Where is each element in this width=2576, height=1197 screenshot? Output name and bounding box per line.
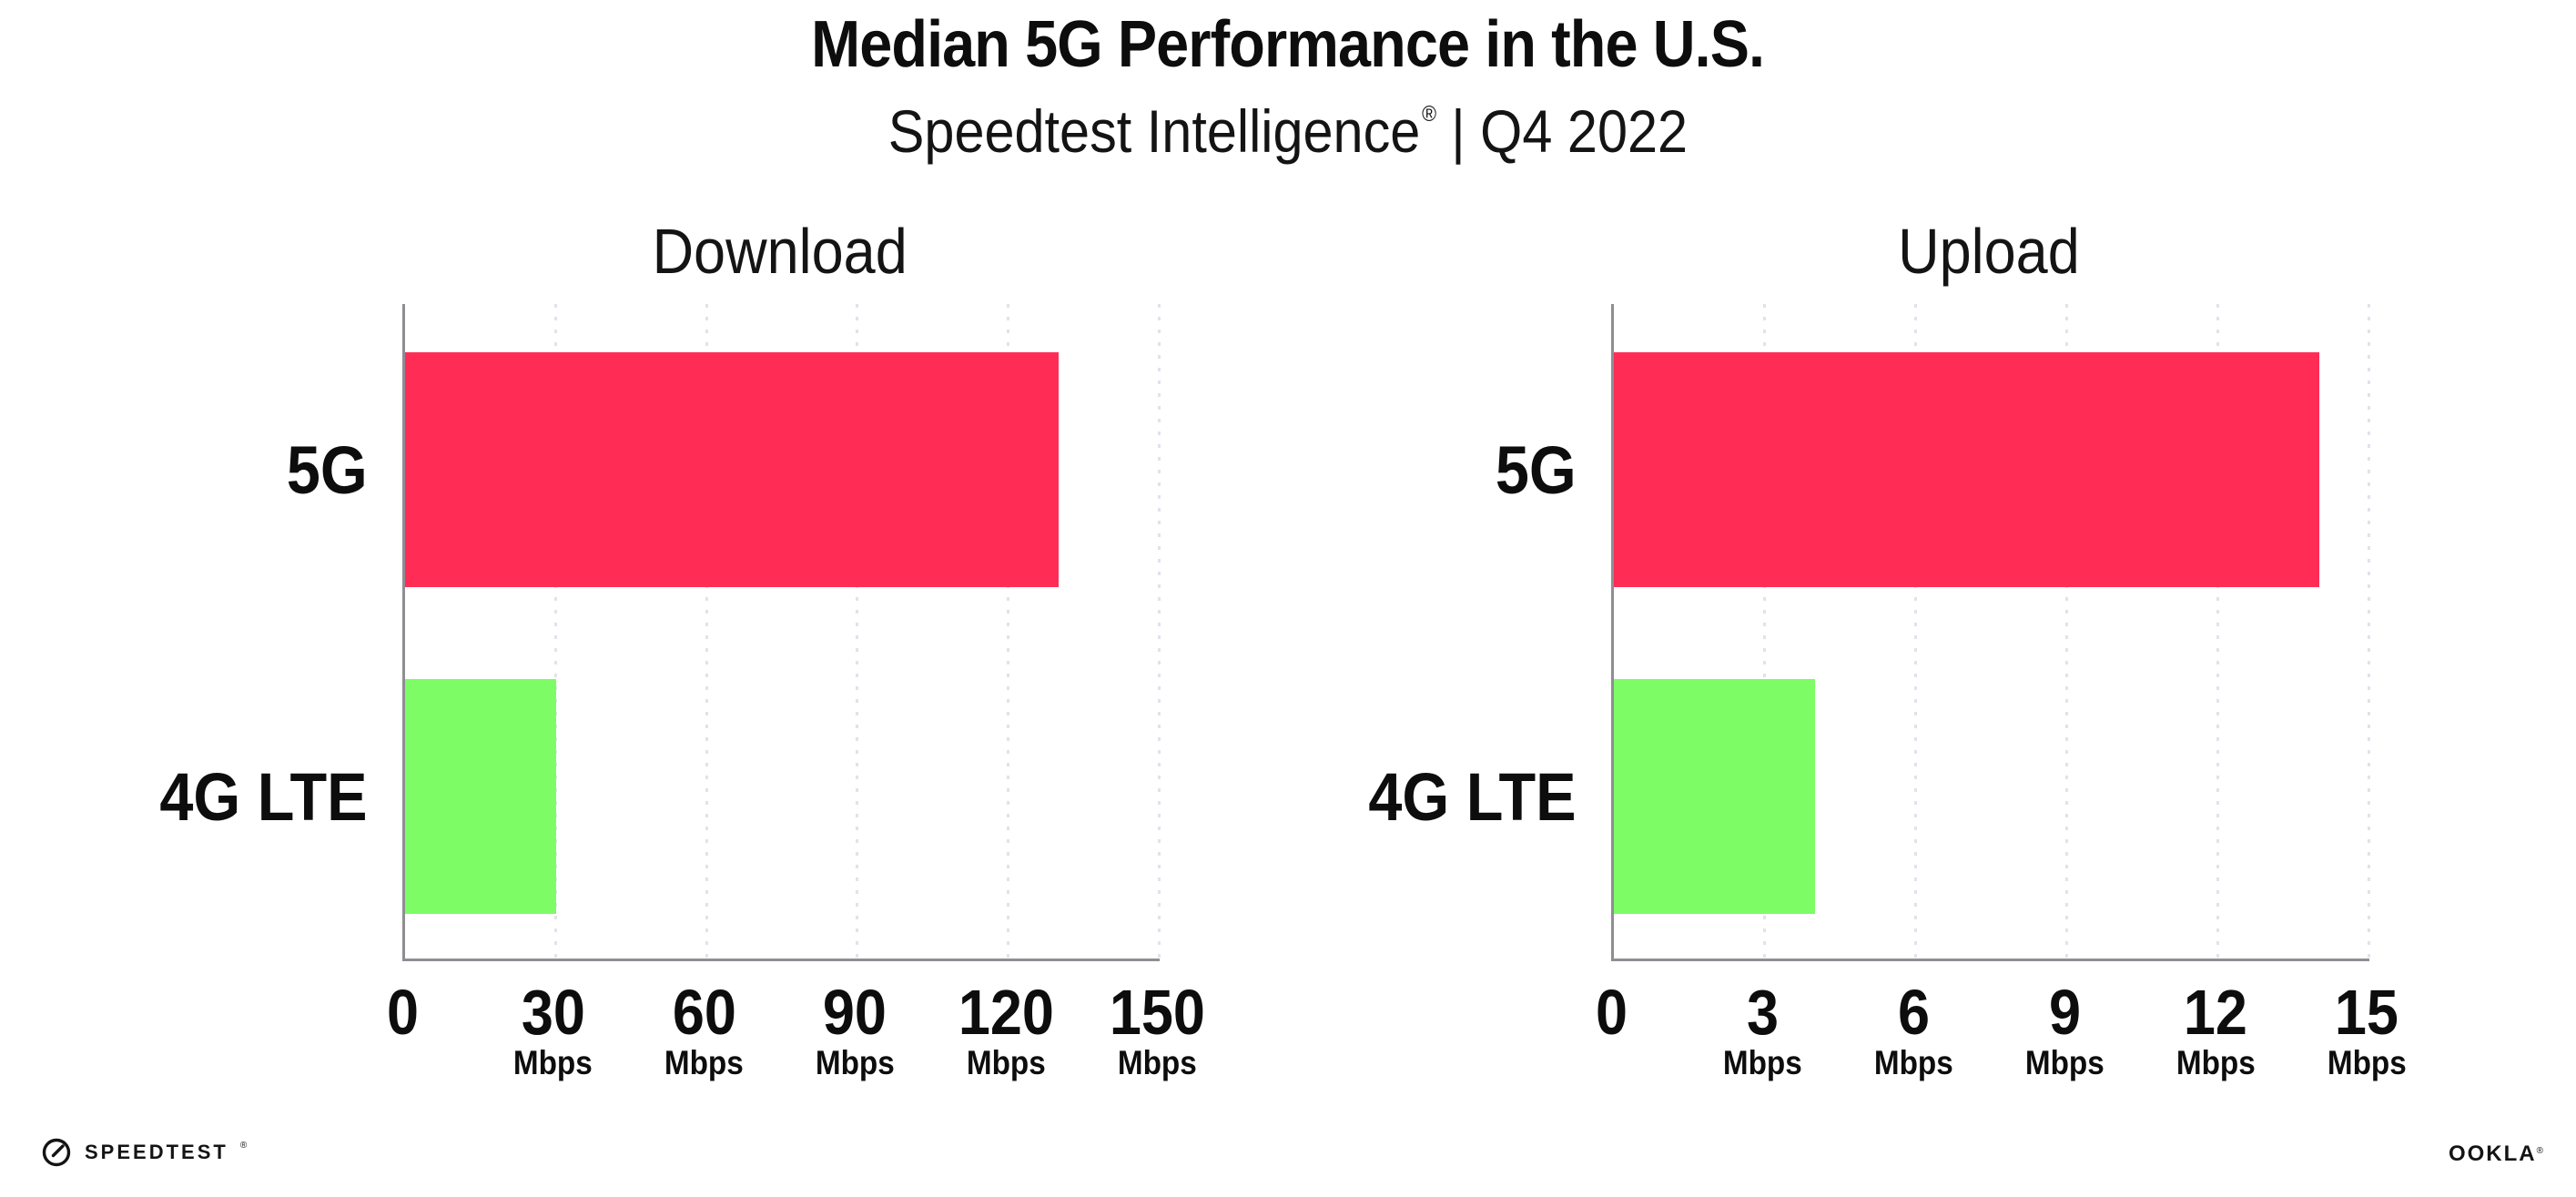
x-tick-unit-text: Mbps	[2175, 1044, 2256, 1081]
x-tick-label: 15	[2267, 976, 2467, 1049]
page-title-text: Median 5G Performance in the U.S.	[811, 8, 1766, 81]
category-label-text: 4G LTE	[159, 758, 368, 835]
ookla-wordmark: OOKLA	[2448, 1141, 2537, 1166]
gridline	[705, 304, 708, 959]
category-label-text: 5G	[287, 431, 368, 508]
ookla-logo: OOKLA®	[2449, 1141, 2545, 1167]
x-tick-unit-text: Mbps	[815, 1044, 895, 1081]
x-tick-unit: Mbps	[453, 1044, 654, 1082]
gridline	[1763, 304, 1766, 959]
x-tick-unit: Mbps	[906, 1044, 1106, 1082]
category-label-5g: 5G	[0, 352, 368, 587]
gridline	[1007, 304, 1010, 959]
x-tick-value: 3	[1746, 977, 1779, 1048]
x-tick-label: 150	[1057, 976, 1257, 1049]
x-tick-unit: Mbps	[1662, 1044, 1862, 1082]
x-tick-label: 0	[1511, 976, 1711, 1049]
category-label-text: 4G LTE	[1368, 758, 1577, 835]
gridline	[553, 304, 557, 959]
x-tick-unit-text: Mbps	[966, 1044, 1046, 1081]
x-tick-label: 9	[1964, 976, 2165, 1049]
gridline	[856, 304, 859, 959]
chart-title-text: Upload	[1898, 216, 2080, 287]
x-tick-unit: Mbps	[755, 1044, 955, 1082]
bar-4g-lte	[405, 679, 556, 914]
subtitle-brand: Speedtest Intelligence	[887, 97, 1421, 165]
gridline	[2368, 304, 2370, 959]
x-tick-label: 30	[453, 976, 654, 1049]
x-tick-value: 60	[672, 977, 736, 1048]
speedtest-gauge-icon	[42, 1138, 71, 1167]
x-tick-unit-text: Mbps	[1117, 1044, 1197, 1081]
speedtest-registered-mark: ®	[239, 1140, 248, 1151]
category-label-5g: 5G	[0, 352, 1577, 587]
x-tick-unit-text: Mbps	[1873, 1044, 1953, 1081]
x-tick-value: 150	[1109, 977, 1205, 1048]
chart-title-text: Download	[652, 216, 908, 287]
x-tick-unit: Mbps	[1813, 1044, 2013, 1082]
bar-4g-lte	[1614, 679, 1816, 914]
x-tick-unit: Mbps	[2267, 1044, 2467, 1082]
x-tick-value: 30	[521, 977, 585, 1048]
x-tick-unit: Mbps	[1057, 1044, 1257, 1082]
chart-title-upload: Upload	[1611, 215, 2367, 288]
x-tick-unit: Mbps	[2115, 1044, 2316, 1082]
x-tick-unit-text: Mbps	[1722, 1044, 1802, 1081]
gridline	[2216, 304, 2219, 959]
x-tick-value: 0	[386, 977, 419, 1048]
bar-5g	[1614, 352, 2319, 587]
category-label-text: 5G	[1496, 431, 1577, 508]
x-tick-value: 15	[2334, 977, 2399, 1048]
category-label-4g-lte: 4G LTE	[0, 679, 1577, 914]
x-tick-unit: Mbps	[604, 1044, 805, 1082]
x-tick-value: 9	[2048, 977, 2081, 1048]
x-tick-value: 0	[1595, 977, 1628, 1048]
x-tick-value: 6	[1897, 977, 1930, 1048]
category-label-4g-lte: 4G LTE	[0, 679, 368, 914]
x-tick-value: 120	[958, 977, 1054, 1048]
ookla-registered-mark: ®	[2536, 1146, 2545, 1156]
registered-mark: ®	[1422, 102, 1437, 127]
plot-area-download	[402, 304, 1161, 961]
chart-title-download: Download	[402, 215, 1157, 288]
x-tick-label: 12	[2115, 976, 2316, 1049]
x-tick-unit-text: Mbps	[2024, 1044, 2104, 1081]
speedtest-wordmark: SPEEDTEST	[85, 1141, 228, 1163]
gridline	[1914, 304, 1917, 959]
x-tick-label: 6	[1813, 976, 2013, 1049]
x-tick-value: 12	[2183, 977, 2248, 1048]
gridline	[1158, 304, 1161, 959]
bar-5g	[405, 352, 1060, 587]
x-tick-label: 60	[604, 976, 805, 1049]
speedtest-logo: SPEEDTEST ®	[40, 1136, 247, 1169]
x-tick-unit: Mbps	[1964, 1044, 2165, 1082]
gridline	[2065, 304, 2068, 959]
figure-subtitle: Speedtest Intelligence® | Q4 2022	[0, 96, 2576, 166]
x-tick-unit-text: Mbps	[513, 1044, 593, 1081]
plot-area-upload	[1611, 304, 2370, 961]
x-tick-unit-text: Mbps	[2327, 1044, 2407, 1081]
x-tick-value: 90	[823, 977, 887, 1048]
x-tick-label: 90	[755, 976, 955, 1049]
x-tick-label: 3	[1662, 976, 1862, 1049]
subtitle-period: | Q4 2022	[1451, 97, 1689, 165]
x-tick-unit-text: Mbps	[664, 1044, 745, 1081]
x-tick-label: 0	[302, 976, 502, 1049]
x-tick-label: 120	[906, 976, 1106, 1049]
page-title: Median 5G Performance in the U.S.	[0, 7, 2576, 82]
